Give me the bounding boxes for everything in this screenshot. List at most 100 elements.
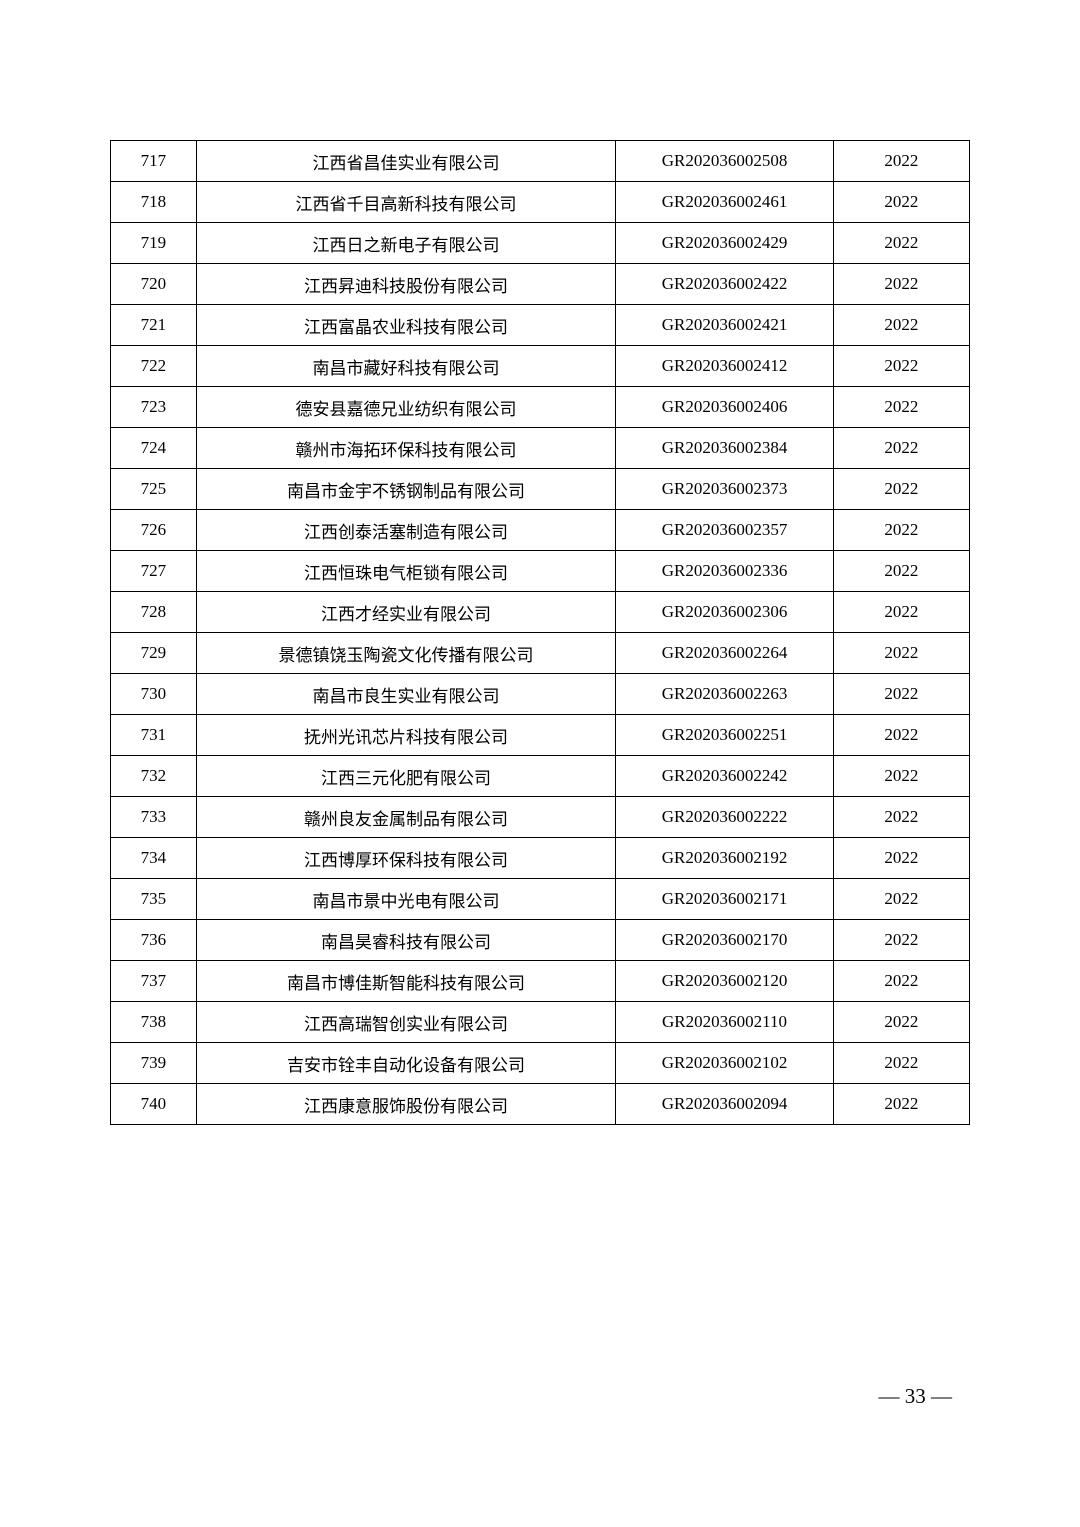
cell-year: 2022 — [833, 387, 969, 428]
cell-index: 730 — [111, 674, 197, 715]
cell-code: GR202036002171 — [616, 879, 833, 920]
table-row: 740江西康意服饰股份有限公司GR2020360020942022 — [111, 1084, 970, 1125]
cell-year: 2022 — [833, 715, 969, 756]
cell-code: GR202036002110 — [616, 1002, 833, 1043]
cell-index: 723 — [111, 387, 197, 428]
cell-index: 724 — [111, 428, 197, 469]
table-row: 724赣州市海拓环保科技有限公司GR2020360023842022 — [111, 428, 970, 469]
cell-index: 739 — [111, 1043, 197, 1084]
cell-year: 2022 — [833, 428, 969, 469]
cell-code: GR202036002251 — [616, 715, 833, 756]
cell-index: 722 — [111, 346, 197, 387]
table-row: 737南昌市博佳斯智能科技有限公司GR2020360021202022 — [111, 961, 970, 1002]
cell-name: 南昌市博佳斯智能科技有限公司 — [196, 961, 616, 1002]
cell-code: GR202036002336 — [616, 551, 833, 592]
table-row: 722南昌市藏好科技有限公司GR2020360024122022 — [111, 346, 970, 387]
table-row: 734江西博厚环保科技有限公司GR2020360021922022 — [111, 838, 970, 879]
table-row: 723德安县嘉德兄业纺织有限公司GR2020360024062022 — [111, 387, 970, 428]
table-row: 720江西昇迪科技股份有限公司GR2020360024222022 — [111, 264, 970, 305]
table-row: 726江西创泰活塞制造有限公司GR2020360023572022 — [111, 510, 970, 551]
cell-code: GR202036002412 — [616, 346, 833, 387]
table-row: 729景德镇饶玉陶瓷文化传播有限公司GR2020360022642022 — [111, 633, 970, 674]
cell-year: 2022 — [833, 961, 969, 1002]
cell-index: 736 — [111, 920, 197, 961]
cell-index: 719 — [111, 223, 197, 264]
table-row: 733赣州良友金属制品有限公司GR2020360022222022 — [111, 797, 970, 838]
table-row: 727江西恒珠电气柜锁有限公司GR2020360023362022 — [111, 551, 970, 592]
cell-year: 2022 — [833, 633, 969, 674]
cell-code: GR202036002373 — [616, 469, 833, 510]
cell-index: 725 — [111, 469, 197, 510]
cell-code: GR202036002406 — [616, 387, 833, 428]
cell-code: GR202036002429 — [616, 223, 833, 264]
table-row: 719江西日之新电子有限公司GR2020360024292022 — [111, 223, 970, 264]
cell-name: 赣州市海拓环保科技有限公司 — [196, 428, 616, 469]
cell-year: 2022 — [833, 510, 969, 551]
cell-name: 南昌昊睿科技有限公司 — [196, 920, 616, 961]
table-row: 718江西省千目高新科技有限公司GR2020360024612022 — [111, 182, 970, 223]
cell-code: GR202036002306 — [616, 592, 833, 633]
cell-code: GR202036002264 — [616, 633, 833, 674]
cell-year: 2022 — [833, 1084, 969, 1125]
cell-name: 江西才经实业有限公司 — [196, 592, 616, 633]
cell-year: 2022 — [833, 838, 969, 879]
cell-year: 2022 — [833, 223, 969, 264]
cell-year: 2022 — [833, 305, 969, 346]
cell-name: 江西昇迪科技股份有限公司 — [196, 264, 616, 305]
cell-code: GR202036002120 — [616, 961, 833, 1002]
cell-name: 江西省昌佳实业有限公司 — [196, 141, 616, 182]
cell-index: 734 — [111, 838, 197, 879]
cell-name: 江西富晶农业科技有限公司 — [196, 305, 616, 346]
cell-year: 2022 — [833, 141, 969, 182]
cell-code: GR202036002357 — [616, 510, 833, 551]
cell-year: 2022 — [833, 797, 969, 838]
cell-name: 吉安市铨丰自动化设备有限公司 — [196, 1043, 616, 1084]
table-row: 730南昌市良生实业有限公司GR2020360022632022 — [111, 674, 970, 715]
cell-index: 733 — [111, 797, 197, 838]
cell-year: 2022 — [833, 879, 969, 920]
cell-name: 江西恒珠电气柜锁有限公司 — [196, 551, 616, 592]
cell-code: GR202036002422 — [616, 264, 833, 305]
cell-year: 2022 — [833, 756, 969, 797]
cell-index: 731 — [111, 715, 197, 756]
cell-code: GR202036002094 — [616, 1084, 833, 1125]
cell-year: 2022 — [833, 469, 969, 510]
cell-name: 江西三元化肥有限公司 — [196, 756, 616, 797]
cell-year: 2022 — [833, 182, 969, 223]
cell-year: 2022 — [833, 920, 969, 961]
cell-code: GR202036002421 — [616, 305, 833, 346]
cell-index: 718 — [111, 182, 197, 223]
cell-code: GR202036002102 — [616, 1043, 833, 1084]
cell-name: 南昌市金宇不锈钢制品有限公司 — [196, 469, 616, 510]
cell-name: 景德镇饶玉陶瓷文化传播有限公司 — [196, 633, 616, 674]
table-row: 731抚州光讯芯片科技有限公司GR2020360022512022 — [111, 715, 970, 756]
cell-year: 2022 — [833, 592, 969, 633]
cell-code: GR202036002170 — [616, 920, 833, 961]
cell-name: 江西创泰活塞制造有限公司 — [196, 510, 616, 551]
cell-name: 德安县嘉德兄业纺织有限公司 — [196, 387, 616, 428]
cell-code: GR202036002461 — [616, 182, 833, 223]
cell-index: 729 — [111, 633, 197, 674]
cell-index: 728 — [111, 592, 197, 633]
cell-index: 720 — [111, 264, 197, 305]
cell-index: 726 — [111, 510, 197, 551]
cell-name: 南昌市景中光电有限公司 — [196, 879, 616, 920]
cell-code: GR202036002508 — [616, 141, 833, 182]
cell-code: GR202036002263 — [616, 674, 833, 715]
cell-name: 南昌市良生实业有限公司 — [196, 674, 616, 715]
cell-name: 江西日之新电子有限公司 — [196, 223, 616, 264]
cell-name: 赣州良友金属制品有限公司 — [196, 797, 616, 838]
cell-name: 江西高瑞智创实业有限公司 — [196, 1002, 616, 1043]
table-row: 728江西才经实业有限公司GR2020360023062022 — [111, 592, 970, 633]
table-row: 739吉安市铨丰自动化设备有限公司GR2020360021022022 — [111, 1043, 970, 1084]
cell-name: 江西康意服饰股份有限公司 — [196, 1084, 616, 1125]
cell-index: 732 — [111, 756, 197, 797]
cell-year: 2022 — [833, 674, 969, 715]
cell-code: GR202036002242 — [616, 756, 833, 797]
table-row: 735南昌市景中光电有限公司GR2020360021712022 — [111, 879, 970, 920]
cell-name: 江西博厚环保科技有限公司 — [196, 838, 616, 879]
cell-code: GR202036002222 — [616, 797, 833, 838]
cell-index: 727 — [111, 551, 197, 592]
cell-name: 抚州光讯芯片科技有限公司 — [196, 715, 616, 756]
cell-index: 738 — [111, 1002, 197, 1043]
